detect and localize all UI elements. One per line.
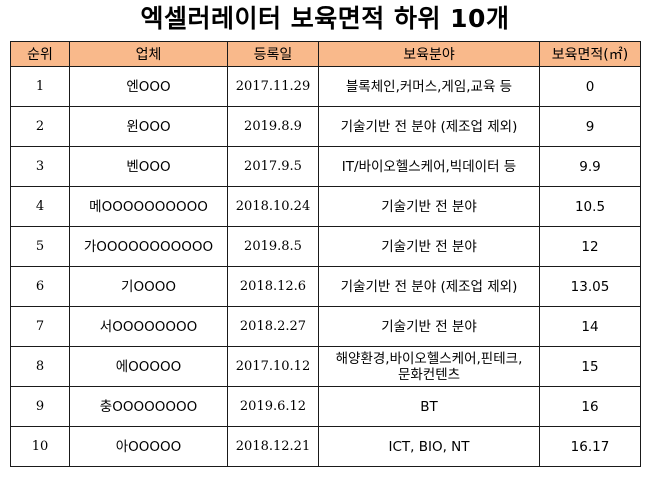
cell-company: 기OOOO [69,266,228,307]
cell-area: 13.05 [539,266,641,307]
table-header-row: 순위 업체 등록일 보육분야 보육면적(㎡) [10,41,641,67]
cell-company: 윈OOO [69,106,228,147]
cell-field: IT/바이오헬스케어,빅데이터 등 [318,146,540,187]
cell-rank: 9 [10,386,70,427]
cell-reg-date: 2017.9.5 [227,146,319,187]
header-area: 보육면적(㎡) [539,41,641,67]
cell-company: 메OOOOOOOOOO [69,186,228,227]
table-row: 9 충OOOOOOOO 2019.6.12 BT 16 [10,386,641,427]
cell-field: 기술기반 전 분야 [318,226,540,267]
cell-area: 16.17 [539,426,641,467]
cell-area: 16 [539,386,641,427]
cell-area: 12 [539,226,641,267]
cell-rank: 2 [10,106,70,147]
cell-field: 기술기반 전 분야 [318,186,540,227]
cell-rank: 5 [10,226,70,267]
cell-reg-date: 2019.8.9 [227,106,319,147]
cell-reg-date: 2019.6.12 [227,386,319,427]
table-row: 2 윈OOO 2019.8.9 기술기반 전 분야 (제조업 제외) 9 [10,106,641,147]
cell-area: 10.5 [539,186,641,227]
cell-company: 아OOOOO [69,426,228,467]
cell-area: 9.9 [539,146,641,187]
cell-company: 엔OOO [69,66,228,107]
cell-rank: 10 [10,426,70,467]
header-rank: 순위 [10,41,70,67]
cell-rank: 7 [10,306,70,347]
data-table: 순위 업체 등록일 보육분야 보육면적(㎡) 1 엔OOO 2017.11.29… [10,41,641,467]
cell-reg-date: 2018.12.21 [227,426,319,467]
table-row: 4 메OOOOOOOOOO 2018.10.24 기술기반 전 분야 10.5 [10,186,641,227]
cell-reg-date: 2019.8.5 [227,226,319,267]
table-body: 1 엔OOO 2017.11.29 블록체인,커머스,게임,교육 등 0 2 윈… [10,66,641,467]
cell-company: 서OOOOOOOO [69,306,228,347]
table-row: 5 가OOOOOOOOOOO 2019.8.5 기술기반 전 분야 12 [10,226,641,267]
table-row: 3 벤OOO 2017.9.5 IT/바이오헬스케어,빅데이터 등 9.9 [10,146,641,187]
cell-company: 벤OOO [69,146,228,187]
cell-field: 기술기반 전 분야 (제조업 제외) [318,266,540,307]
cell-rank: 1 [10,66,70,107]
header-field: 보육분야 [318,41,540,67]
table-row: 1 엔OOO 2017.11.29 블록체인,커머스,게임,교육 등 0 [10,66,641,107]
cell-field: 블록체인,커머스,게임,교육 등 [318,66,540,107]
table-row: 8 에OOOOO 2017.10.12 해양환경,바이오헬스케어,핀테크, 문화… [10,346,641,387]
cell-company: 충OOOOOOOO [69,386,228,427]
cell-area: 14 [539,306,641,347]
cell-field: ICT, BIO, NT [318,426,540,467]
cell-rank: 3 [10,146,70,187]
cell-reg-date: 2018.10.24 [227,186,319,227]
cell-field: 해양환경,바이오헬스케어,핀테크, 문화컨텐츠 [318,346,540,387]
cell-field: BT [318,386,540,427]
cell-area: 9 [539,106,641,147]
cell-reg-date: 2018.12.6 [227,266,319,307]
cell-reg-date: 2017.11.29 [227,66,319,107]
cell-rank: 6 [10,266,70,307]
cell-field: 기술기반 전 분야 [318,306,540,347]
cell-reg-date: 2017.10.12 [227,346,319,387]
cell-field: 기술기반 전 분야 (제조업 제외) [318,106,540,147]
cell-company: 가OOOOOOOOOOO [69,226,228,267]
table-row: 7 서OOOOOOOO 2018.2.27 기술기반 전 분야 14 [10,306,641,347]
cell-company: 에OOOOO [69,346,228,387]
page-title: 엑셀러레이터 보육면적 하위 10개 [140,4,510,33]
table-row: 6 기OOOO 2018.12.6 기술기반 전 분야 (제조업 제외) 13.… [10,266,641,307]
cell-rank: 8 [10,346,70,387]
table-row: 10 아OOOOO 2018.12.21 ICT, BIO, NT 16.17 [10,426,641,467]
cell-area: 0 [539,66,641,107]
header-company: 업체 [69,41,228,67]
header-reg-date: 등록일 [227,41,319,67]
cell-area: 15 [539,346,641,387]
cell-rank: 4 [10,186,70,227]
cell-reg-date: 2018.2.27 [227,306,319,347]
